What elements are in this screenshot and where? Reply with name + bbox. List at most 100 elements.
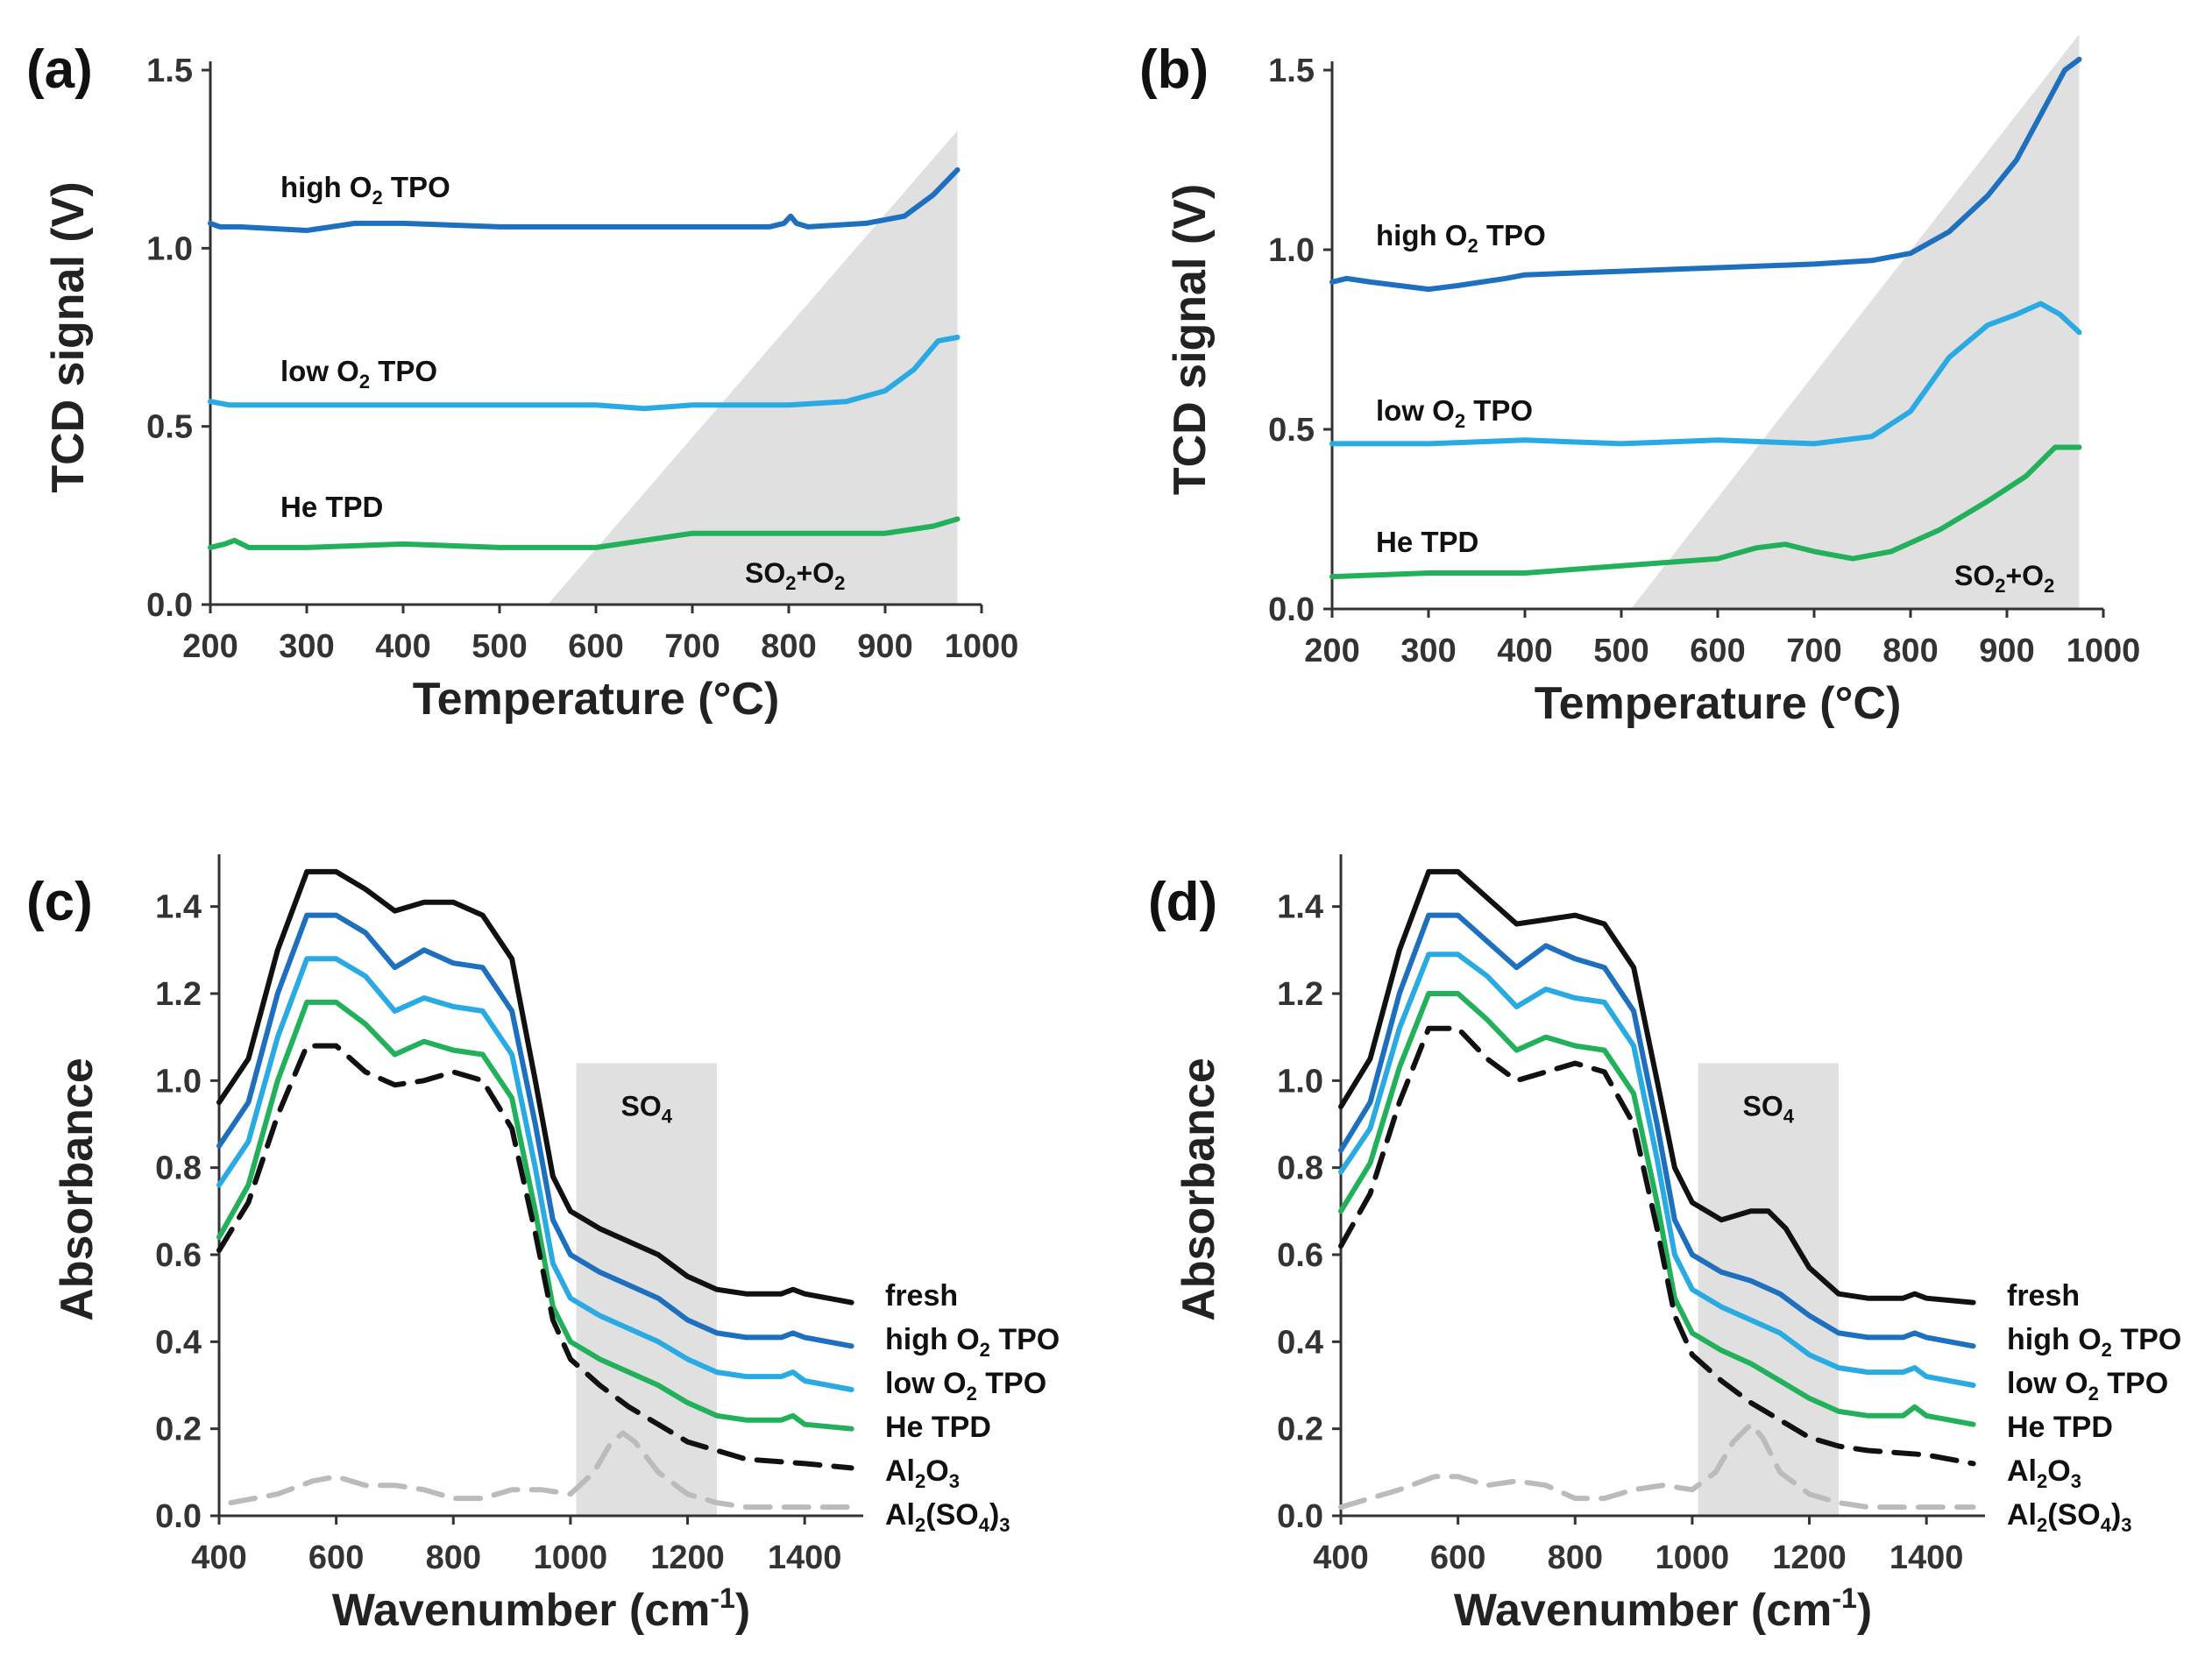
so2-o2-shaded-region (1631, 34, 2080, 609)
series-line-al2o3 (1338, 1025, 1976, 1467)
series-label: high O2 TPO (1376, 219, 1546, 257)
x-tick-label: 600 (568, 628, 623, 665)
x-tick-label: 1400 (768, 1539, 842, 1576)
series-line-he-tpd (1329, 444, 2082, 580)
y-tick-label: 0.6 (155, 1237, 202, 1274)
legend-entry: Al2O3 (2007, 1454, 2081, 1492)
x-tick-label: 500 (1593, 633, 1648, 669)
x-tick-label: 400 (1497, 633, 1552, 669)
x-tick-label: 800 (761, 628, 816, 665)
y-tick-label: 0.0 (155, 1498, 202, 1535)
legend-entry: Al2(SO4)3 (2007, 1498, 2132, 1536)
series-label: high O2 TPO (280, 171, 450, 209)
series-label: He TPD (1376, 526, 1478, 558)
y-tick-label: 0.0 (146, 587, 193, 624)
series-line-high-o2-tpo (1338, 912, 1976, 1349)
x-tick-label: 800 (1882, 633, 1938, 669)
series-line-he-tpd (1338, 991, 1976, 1427)
panel-label: (d) (1148, 872, 1217, 932)
y-tick-label: 1.0 (1277, 1063, 1323, 1100)
series-line-low-o2-tpo (216, 956, 854, 1392)
series-line-low-o2-tpo (1329, 301, 2082, 447)
y-tick-label: 1.0 (1268, 232, 1315, 269)
shade-label: SO2+O2 (1954, 560, 2054, 597)
x-tick-label: 400 (1313, 1539, 1368, 1576)
x-tick-label: 1000 (1655, 1539, 1730, 1576)
series-line-al2-so4-3 (1338, 1421, 1976, 1511)
y-tick-label: 1.0 (155, 1063, 202, 1100)
panel-label: (c) (26, 872, 93, 932)
y-tick-label: 1.2 (1277, 976, 1323, 1013)
legend-entry: fresh (2007, 1279, 2080, 1313)
series-line-low-o2-tpo (208, 335, 961, 412)
x-axis-title: Wavenumber (cm-1) (332, 1582, 750, 1636)
y-tick-label: 1.2 (155, 976, 202, 1013)
x-tick-label: 1400 (1889, 1539, 1964, 1576)
series-line-high-o2-tpo (1329, 56, 2082, 293)
x-tick-label: 1200 (650, 1539, 725, 1576)
y-tick-label: 0.4 (1277, 1324, 1323, 1361)
y-tick-label: 1.4 (155, 889, 202, 926)
y-tick-label: 0.5 (1268, 412, 1315, 449)
y-tick-label: 1.0 (146, 230, 193, 267)
legend-entry: low O2 TPO (2007, 1367, 2168, 1405)
y-axis-title: Absorbance (52, 1058, 103, 1321)
x-tick-label: 300 (1400, 633, 1456, 669)
x-tick-label: 800 (1548, 1539, 1603, 1576)
y-tick-label: 0.8 (155, 1150, 202, 1187)
panel-d: 0.0 0.2 0.4 0.6 0.8 1.0 1.2 1.4 400 600 800 1000 120… (1148, 854, 2181, 1636)
x-tick-label: 800 (426, 1539, 481, 1576)
x-tick-label: 600 (1690, 633, 1745, 669)
y-tick-label: 1.5 (146, 53, 193, 89)
x-tick-label: 1200 (1772, 1539, 1847, 1576)
panel-label: (a) (26, 39, 93, 100)
y-tick-label: 0.2 (155, 1412, 202, 1448)
series-label: He TPD (280, 491, 383, 523)
series-line-high-o2-tpo (216, 912, 854, 1349)
shade-label: SO2+O2 (745, 557, 845, 594)
x-tick-label: 1000 (2067, 633, 2141, 669)
x-tick-label: 600 (1430, 1539, 1485, 1576)
series-line-fresh (216, 868, 854, 1306)
y-tick-label: 0.6 (1277, 1237, 1323, 1274)
y-axis-title: TCD signal (V) (43, 181, 94, 492)
legend-entry: He TPD (885, 1411, 991, 1444)
y-tick-label: 0.2 (1277, 1412, 1323, 1448)
shade-label: SO4 (621, 1090, 673, 1127)
legend-entry: high O2 TPO (885, 1323, 1060, 1361)
y-axis-title: TCD signal (V) (1165, 184, 1216, 495)
y-tick-label: 0.4 (155, 1324, 202, 1361)
x-tick-label: 1000 (945, 628, 1019, 665)
y-tick-label: 0.0 (1268, 591, 1315, 628)
legend-entry: fresh (885, 1279, 958, 1313)
x-axis-title: Temperature (°C) (413, 674, 780, 725)
series-line-he-tpd (216, 999, 854, 1432)
x-tick-label: 300 (279, 628, 334, 665)
y-tick-label: 1.5 (1268, 53, 1315, 89)
y-axis-title: Absorbance (1173, 1058, 1224, 1321)
series-line-al2-so4-3 (228, 1430, 854, 1511)
x-tick-label: 600 (308, 1539, 364, 1576)
x-tick-label: 1000 (534, 1539, 608, 1576)
y-tick-label: 1.4 (1277, 889, 1323, 926)
x-tick-label: 700 (1786, 633, 1841, 669)
x-axis-title: Wavenumber (cm-1) (1454, 1582, 1872, 1636)
x-tick-label: 500 (471, 628, 527, 665)
y-tick-label: 0.0 (1277, 1498, 1323, 1535)
legend-entry: He TPD (2007, 1411, 2113, 1444)
y-tick-label: 0.5 (146, 409, 193, 446)
x-tick-label: 700 (664, 628, 720, 665)
x-tick-label: 900 (1979, 633, 2034, 669)
series-line-fresh (1338, 868, 1976, 1306)
shade-label: SO4 (1743, 1090, 1795, 1127)
legend-entry: Al2(SO4)3 (885, 1498, 1010, 1536)
legend-entry: low O2 TPO (885, 1367, 1046, 1405)
so2-o2-shaded-region (548, 131, 958, 605)
x-tick-label: 400 (375, 628, 430, 665)
x-axis-title: Temperature (°C) (1535, 678, 1902, 729)
series-line-al2o3 (216, 1043, 854, 1471)
series-label: low O2 TPO (280, 355, 437, 393)
series-line-low-o2-tpo (1338, 952, 1976, 1388)
x-tick-label: 900 (857, 628, 912, 665)
